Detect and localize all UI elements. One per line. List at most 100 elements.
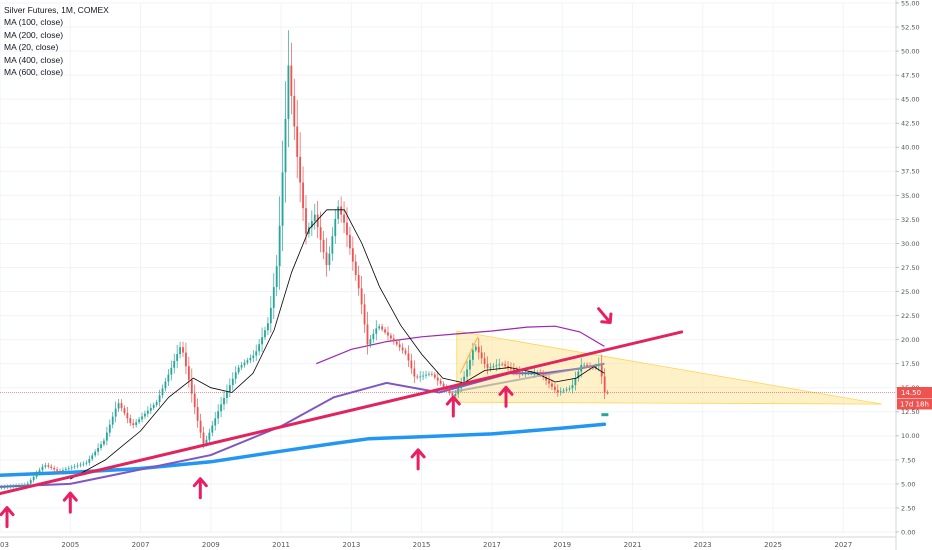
candle-body (568, 388, 571, 390)
up-arrow-icon (410, 448, 426, 471)
candle-body (100, 444, 102, 448)
candle-body (463, 376, 466, 383)
y-tick-label: 47.50 (901, 72, 920, 80)
candle (486, 356, 489, 375)
candle (228, 378, 231, 398)
candle (501, 361, 504, 367)
candle-body (486, 363, 489, 369)
candle-body (302, 182, 304, 209)
candle (430, 371, 433, 377)
x-tick-label: 2017 (483, 541, 501, 549)
up-arrow-shape (62, 491, 78, 514)
candle-body (384, 329, 386, 333)
candle (401, 343, 404, 354)
candle-body (85, 462, 88, 464)
candle (70, 464, 73, 471)
candle (50, 464, 53, 470)
candle (331, 227, 334, 261)
candle-body (196, 407, 199, 421)
candle-body (44, 465, 47, 467)
candle (346, 207, 348, 248)
candle (240, 362, 243, 370)
indicator-ma100[interactable]: MA (100, close) (4, 17, 64, 28)
y-tick-label: 2.50 (901, 504, 915, 512)
candle (275, 255, 278, 297)
candle-body (454, 393, 457, 397)
candle-body (466, 369, 468, 377)
x-tick-label: 2003 (0, 541, 9, 549)
candle-body (170, 367, 173, 375)
candle (211, 420, 214, 437)
candle-body (425, 374, 427, 376)
candle (59, 468, 61, 473)
candle-body (325, 252, 328, 265)
candle-body (152, 405, 155, 408)
candle-body (108, 424, 111, 433)
candle (343, 201, 345, 234)
candle (556, 384, 559, 397)
candle (167, 369, 170, 387)
candle-body (510, 367, 512, 370)
candle-body (202, 432, 205, 444)
candle (498, 358, 501, 370)
candle-body (401, 347, 404, 351)
candle (600, 354, 603, 384)
green-marker (601, 413, 609, 417)
candle (129, 414, 132, 426)
candle (302, 166, 304, 222)
up-arrow-shape (192, 477, 208, 500)
candle-body (334, 218, 337, 237)
candle (164, 377, 167, 392)
candle (551, 379, 553, 391)
candle (571, 378, 574, 394)
candle-body (35, 473, 38, 477)
indicator-ma200[interactable]: MA (200, close) (4, 29, 64, 40)
candle-body (114, 408, 117, 417)
candle-body (6, 486, 9, 488)
indicator-ma20[interactable]: MA (20, close) (4, 42, 59, 53)
candle (38, 467, 41, 476)
candle-body (91, 455, 94, 460)
candle-body (328, 253, 331, 265)
candle-body (565, 389, 568, 391)
candle (477, 338, 480, 360)
candle-body (103, 440, 105, 445)
candle (155, 399, 158, 407)
candle-body (21, 485, 23, 487)
candle-body (451, 393, 454, 397)
candle-body (407, 353, 410, 361)
triangle-pattern (456, 330, 882, 405)
candle (126, 406, 129, 424)
candle-body (351, 248, 354, 262)
candle-body (594, 366, 597, 369)
candle (565, 386, 568, 393)
indicator-ma400[interactable]: MA (400, close) (4, 54, 64, 65)
candle (255, 344, 258, 361)
candle-body (264, 330, 266, 338)
candle-body (97, 448, 99, 452)
y-tick-label: 12.50 (901, 408, 920, 416)
candle (419, 371, 422, 382)
indicator-ma600[interactable]: MA (600, close) (4, 67, 64, 78)
candle-body (439, 380, 442, 384)
candle (287, 30, 290, 148)
y-tick-label: 0.00 (901, 528, 915, 536)
candle-body (252, 355, 255, 358)
candle-body (548, 380, 550, 384)
candle (466, 360, 468, 384)
candle-body (442, 383, 445, 387)
candle-body (146, 410, 149, 414)
y-tick-label: 22.50 (901, 312, 920, 320)
candle (334, 209, 337, 244)
candle (15, 483, 18, 489)
candle-body (501, 364, 504, 366)
y-tick-label: 20.00 (901, 336, 920, 344)
y-tick-label: 25.00 (901, 288, 920, 296)
candle (562, 387, 565, 394)
up-arrow-icon (0, 506, 15, 529)
candle-body (492, 366, 495, 368)
candle (559, 387, 562, 396)
candle (187, 356, 190, 388)
candle-body (375, 328, 378, 334)
